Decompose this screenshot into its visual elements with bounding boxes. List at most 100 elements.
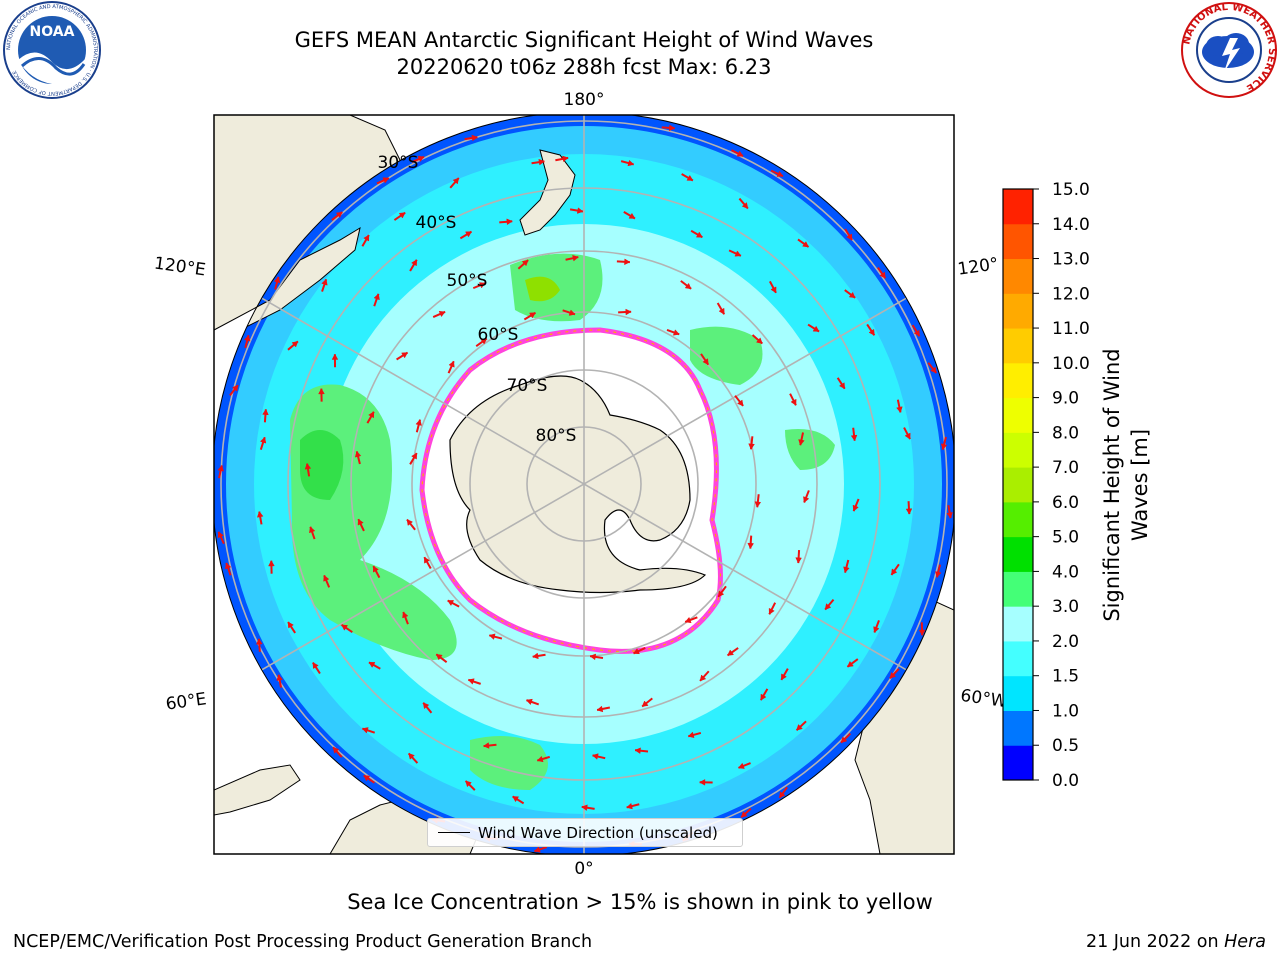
wave-arrow-head (422, 702, 430, 710)
wave-arrow-head (734, 250, 742, 257)
colorbar-swatch (1003, 223, 1033, 260)
wave-arrow-head (483, 742, 490, 749)
wave-arrow-head (596, 705, 604, 713)
wave-arrow-head (848, 291, 856, 299)
wave-arrow-head (363, 234, 370, 242)
new-zealand-land (519, 149, 576, 236)
wave-arrow-head (850, 434, 858, 442)
wave-arrow-head (796, 724, 803, 731)
wave-arrow-head (930, 366, 937, 374)
wave-arrow-head (268, 560, 275, 567)
wave-patch-indian-ocean-peak (300, 430, 344, 500)
wave-arrow-head (447, 600, 455, 607)
colorbar-tick-label: 8.0 (1052, 423, 1079, 443)
colorbar-swatch (1003, 293, 1033, 329)
wave-arrow-head (536, 755, 544, 763)
wave-arrow-head (231, 384, 239, 392)
colorbar-swatch (1003, 362, 1033, 399)
wave-arrow-head (401, 352, 409, 359)
lon-label-60e: 60°E (165, 689, 208, 714)
madagascar-land (214, 764, 301, 816)
lat-label-60s: 60°S (478, 325, 519, 345)
wave-arrow-head (332, 746, 340, 754)
colorbar-tick-label: 1.0 (1052, 701, 1079, 721)
colorbar-swatch (1003, 675, 1033, 711)
colorbar-swatch (1003, 606, 1033, 642)
wave-arrow-head (480, 338, 488, 345)
wave-arrow-head (868, 328, 875, 336)
wave-arrow-head (768, 607, 775, 615)
wave-arrow-head (581, 804, 588, 811)
wave-arrow-head (625, 308, 632, 316)
wave-arrow-head (262, 408, 269, 416)
wave-arrow-head (382, 177, 390, 184)
wave-arrow-head (533, 846, 541, 853)
wave-arrow-head (415, 419, 422, 426)
wave-arrow-head (686, 174, 694, 181)
lon-label-0: 0° (574, 859, 593, 879)
wave-arrow-head (935, 571, 942, 578)
colorbar-tick-label: 12.0 (1052, 284, 1090, 304)
wave-arrow-head (754, 501, 762, 508)
wave-arrow-head (368, 411, 375, 419)
colorbar-swatch (1003, 640, 1033, 677)
wave-arrow-head (357, 518, 364, 526)
wave-arrow-head (905, 508, 913, 515)
colorbar-tick-label: 10.0 (1052, 354, 1090, 374)
wave-arrow-head (256, 638, 263, 645)
colorbar-swatch (1003, 189, 1033, 225)
wave-arrow-head (740, 811, 748, 818)
wave-arrow-head (687, 731, 695, 739)
wave-arrow-head (781, 673, 787, 681)
noaa-logo-text: NOAA (30, 24, 75, 40)
colorbar-tick-label: 0.0 (1052, 771, 1079, 790)
wave-arrow-head (879, 271, 886, 279)
wave-arrow-head (891, 568, 898, 576)
wave-arrow-head (918, 629, 926, 636)
wave-arrow-head (291, 341, 299, 348)
wave-arrow-head (572, 254, 579, 262)
wave-arrow-head (776, 170, 784, 177)
legend-label: Wind Wave Direction (unscaled) (478, 823, 718, 842)
wave-arrow-head (824, 603, 832, 610)
lon-label-180: 180° (564, 90, 605, 110)
wave-arrow-head (402, 611, 409, 619)
colorbar-tick-label: 7.0 (1052, 458, 1079, 478)
wave-arrow-head (417, 155, 425, 163)
wave-arrow-head (568, 309, 576, 316)
wave-patch-tasman-peak (525, 276, 560, 302)
wave-arrow-head (363, 775, 371, 782)
wave-arrow-head (576, 207, 584, 214)
wave-arrow-head (684, 282, 692, 290)
wave-arrow-head (779, 791, 786, 799)
wave-arrow-head (699, 779, 706, 786)
wind-wave-arrows (217, 124, 953, 853)
wave-arrow-head (525, 698, 533, 706)
wave-arrow-head (838, 382, 845, 390)
wave-arrow-head (889, 672, 897, 679)
wave-arrow-head (408, 753, 415, 760)
lat-label-70s: 70°S (507, 376, 548, 396)
wave-arrow-head (748, 443, 755, 450)
wave-arrow-head (411, 452, 418, 460)
wave-arrow-head (873, 626, 880, 634)
wave-arrow-head (406, 519, 414, 526)
wave-arrow-head (256, 511, 264, 518)
wave-arrow-head (747, 542, 754, 550)
wave-patch-east-pacific (785, 429, 835, 470)
wave-arrow-head (287, 621, 294, 629)
wave-arrow-head (736, 150, 744, 157)
colorbar: 0.0 0.5 1.0 1.5 2.0 3.0 4.0 5.0 6.0 7.0 8.0 9.0 10.0… (1002, 180, 1090, 790)
wave-arrow-head (852, 504, 859, 512)
wave-arrow-head (702, 358, 709, 366)
lat-label-50s: 50°S (447, 271, 488, 291)
colorbar-swatch (1003, 397, 1033, 433)
wave-arrow-head (626, 802, 633, 810)
wave-arrow-head (411, 259, 417, 267)
nws-logo: NATIONAL WEATHER SERVICE (1181, 2, 1277, 98)
wave-arrow-head (335, 211, 343, 219)
wave-arrow-head (331, 353, 339, 360)
lat-label-30s: 30°S (378, 153, 419, 173)
wave-arrow-head (802, 241, 809, 248)
wave-arrow-head (641, 700, 649, 707)
